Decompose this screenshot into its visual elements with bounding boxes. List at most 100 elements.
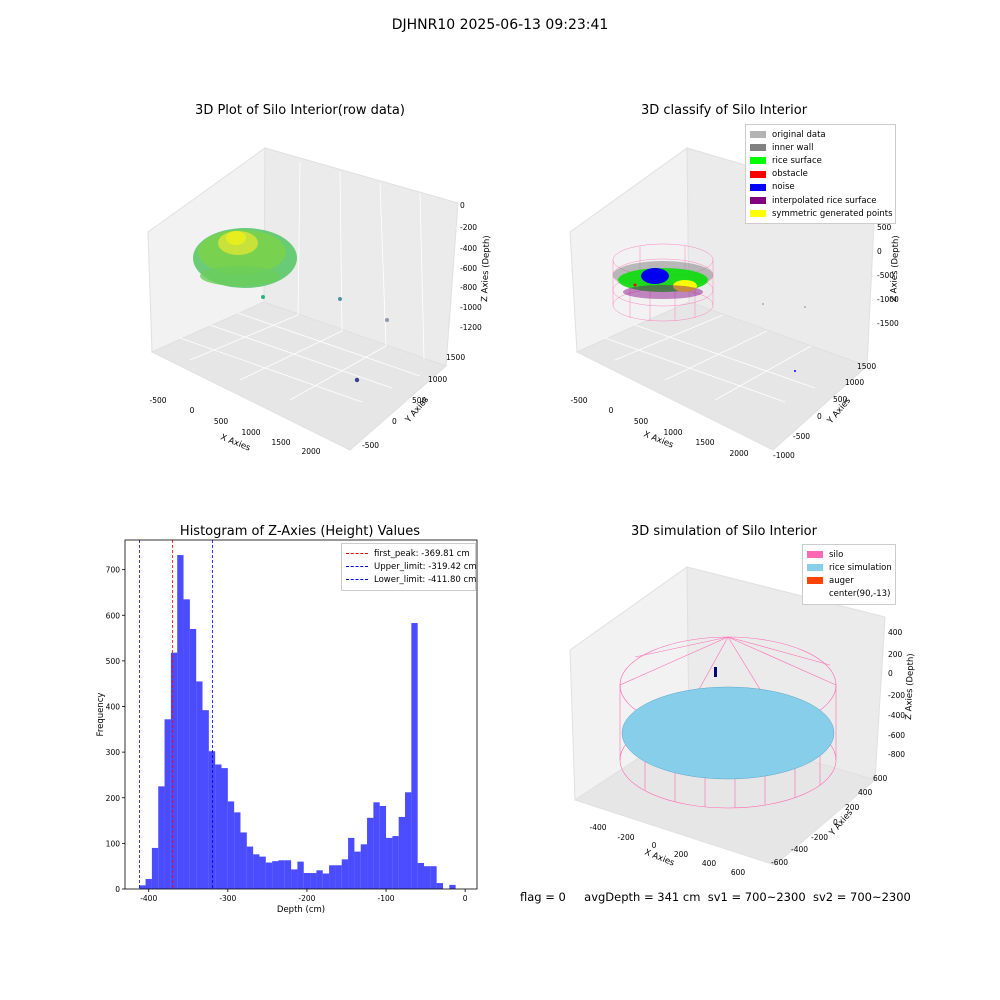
simulation-ytick: 200	[845, 803, 860, 812]
histogram-chart: -400 -300 -200 -100 0 0 100 200 300 400 500 600 700 D…	[96, 539, 478, 915]
histogram-bar	[303, 873, 311, 889]
histogram-bar	[183, 599, 190, 889]
raw-point-cloud	[193, 228, 389, 383]
classify-ytick: 1000	[845, 378, 864, 387]
histogram-bar	[398, 816, 406, 889]
histogram-bar	[151, 847, 159, 889]
classify-legend-label: symmetric generated points	[772, 208, 893, 219]
raw-xtick: 500	[214, 417, 229, 426]
sv2-text: sv2 = 700~2300	[812, 890, 911, 904]
histogram-bar	[196, 681, 203, 889]
histogram-bar	[348, 837, 355, 889]
histogram-bar	[284, 860, 292, 889]
histogram-bar	[386, 837, 393, 889]
histogram-legend-entry: first_peak: -369.81 cm	[346, 547, 471, 560]
y-tick-label: 600	[106, 611, 121, 620]
histogram-legend-entry: Lower_limit: -411.80 cm	[346, 573, 476, 586]
classify-ytick: 500	[833, 395, 848, 404]
histogram-bar	[215, 764, 222, 889]
simulation-xtick: 0	[652, 841, 657, 850]
simulation-xtick: 600	[731, 868, 746, 877]
histogram-bar	[354, 851, 361, 889]
avg-depth-text: avgDepth = 341 cm	[584, 890, 701, 904]
raw-ztick: -800	[460, 283, 477, 292]
raw-ytick: 1000	[428, 375, 447, 384]
histogram-bar	[373, 802, 380, 889]
histogram-legend-line	[346, 553, 368, 555]
simulation-legend-label: auger	[829, 575, 854, 586]
histogram-bar	[278, 860, 285, 889]
simulation-legend-label: rice simulation	[829, 562, 892, 573]
histogram-bar	[405, 792, 412, 889]
simulation-legend: silo rice simulation auger center(90,-13)	[802, 544, 896, 605]
raw-xtick: 1000	[241, 428, 260, 437]
raw-panel-title: 3D Plot of Silo Interior(row data)	[195, 103, 405, 118]
simulation-legend-swatch	[807, 577, 823, 585]
simulation-panel-title: 3D simulation of Silo Interior	[631, 524, 817, 539]
histogram-bar	[221, 768, 228, 889]
histogram-bar	[208, 751, 216, 889]
sv1-text: sv1 = 700~2300	[707, 890, 806, 904]
raw-ztick: -600	[460, 264, 477, 273]
classify-legend-swatch	[750, 183, 766, 191]
histogram-bar	[424, 866, 431, 889]
simulation-ztick: -600	[888, 731, 905, 740]
simulation-ytick: 400	[858, 788, 873, 797]
classify-xtick: 2000	[729, 449, 748, 458]
histogram-legend-label: Upper_limit: -319.42 cm	[374, 561, 477, 572]
histogram-bar	[170, 652, 178, 889]
histogram-legend-label: Lower_limit: -411.80 cm	[374, 574, 477, 585]
x-tick-label: -300	[219, 894, 236, 903]
raw-xtick: 1500	[271, 438, 290, 447]
classify-ytick: 1500	[857, 362, 876, 371]
histogram-title: Histogram of Z-Axies (Height) Values	[179, 524, 421, 539]
classify-ytick: -500	[793, 432, 810, 441]
raw-ytick: 0	[392, 417, 397, 426]
y-tick-label: 700	[106, 566, 121, 575]
raw-ztick: -1000	[460, 303, 482, 312]
histogram-bar	[202, 710, 209, 889]
raw-xtick: 0	[190, 406, 195, 415]
histogram-bar	[227, 801, 235, 889]
simulation-legend-entry: auger	[807, 574, 891, 587]
histogram-bar	[335, 865, 342, 889]
histogram-bar	[367, 817, 374, 889]
simulation-legend-label: silo	[829, 549, 844, 560]
classify-legend-entry: inner wall	[750, 141, 891, 154]
simulation-legend-entry: center(90,-13)	[807, 588, 891, 601]
classify-ztick: -1000	[877, 295, 899, 304]
classify-legend-label: original data	[772, 129, 826, 140]
classify-legend-label: interpolated rice surface	[772, 195, 877, 206]
histogram-bar	[189, 628, 197, 889]
simulation-ytick: -600	[771, 858, 788, 867]
histogram-bar	[449, 884, 456, 889]
classify-legend-label: obstacle	[772, 169, 808, 180]
y-tick-label: 500	[106, 657, 121, 666]
classify-legend-swatch	[750, 144, 766, 152]
histogram-bar	[145, 878, 152, 889]
histogram-xlabel: Depth (cm)	[277, 905, 325, 915]
simulation-ztick: 200	[888, 650, 903, 659]
histogram-bar	[436, 883, 443, 889]
histogram-bar	[240, 832, 247, 889]
histogram-bar	[139, 885, 146, 889]
histogram-legend: first_peak: -369.81 cm Upper_limit: -319.…	[341, 543, 477, 591]
classify-ztick: -500	[877, 271, 894, 280]
simulation-ytick: -400	[791, 845, 808, 854]
simulation-ytick: 600	[873, 774, 888, 783]
classify-xtick: 1500	[695, 438, 714, 447]
simulation-legend-swatch	[807, 590, 823, 598]
classify-ztick: 500	[877, 223, 892, 232]
histogram-legend-entry: Upper_limit: -319.42 cm	[346, 560, 477, 573]
classify-legend-entry: interpolated rice surface	[750, 194, 891, 207]
histogram-bar	[246, 846, 254, 889]
y-tick-label: 200	[106, 794, 121, 803]
simulation-xtick: 400	[702, 859, 717, 868]
histogram-bar	[417, 862, 425, 889]
classify-legend-entry: noise	[750, 181, 891, 194]
raw-xtick: 2000	[301, 447, 320, 456]
simulation-legend-entry: silo	[807, 548, 891, 561]
simulation-xlabel: X Axies	[643, 848, 676, 869]
histogram-bar	[392, 836, 399, 889]
classify-xtick: 1000	[663, 428, 682, 437]
